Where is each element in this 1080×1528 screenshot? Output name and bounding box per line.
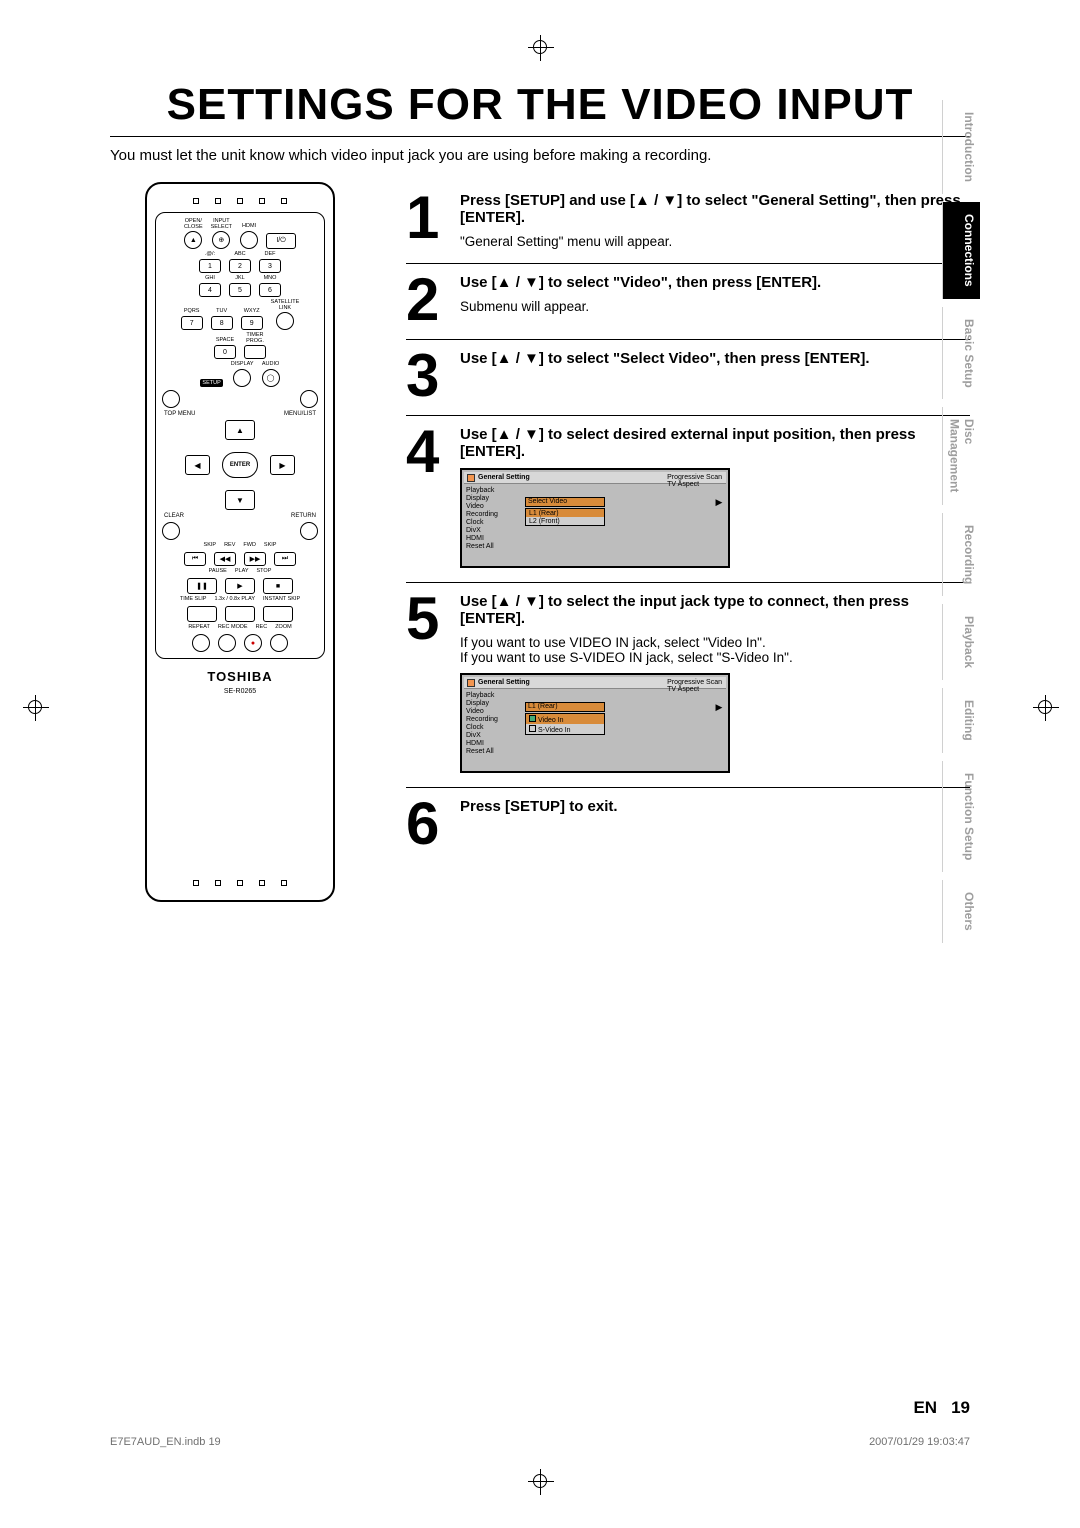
step-4: 4 Use [▲ / ▼] to select desired external… <box>406 416 970 583</box>
step-2: 2 Use [▲ / ▼] to select "Video", then pr… <box>406 264 970 340</box>
step-title: Use [▲ / ▼] to select desired external i… <box>460 426 970 460</box>
sidetab-playback: Playback <box>942 604 980 680</box>
step-number: 5 <box>406 593 450 773</box>
step-text: If you want to use VIDEO IN jack, select… <box>460 635 970 665</box>
step-number: 4 <box>406 426 450 568</box>
osd-diagram: General Setting PlaybackDisplayVideoReco… <box>460 468 730 568</box>
print-footer: E7E7AUD_EN.indb 19 2007/01/29 19:03:47 <box>110 1436 970 1448</box>
sidetab-recording: Recording <box>942 513 980 596</box>
nav-pad: ▲ ▼ ◀ ▶ ENTER <box>185 420 295 510</box>
step-title: Press [SETUP] and use [▲ / ▼] to select … <box>460 192 970 226</box>
sidetab-connections: Connections <box>942 202 980 299</box>
step-5: 5 Use [▲ / ▼] to select the input jack t… <box>406 583 970 788</box>
page-title: SETTINGS FOR THE VIDEO INPUT <box>110 80 970 137</box>
step-number: 2 <box>406 274 450 325</box>
step-6: 6 Press [SETUP] to exit. <box>406 788 970 863</box>
sidetab-introduction: Introduction <box>942 100 980 194</box>
step-title: Use [▲ / ▼] to select the input jack typ… <box>460 593 970 627</box>
brand-logo: TOSHIBA <box>207 669 272 684</box>
step-text: Submenu will appear. <box>460 299 970 314</box>
step-title: Press [SETUP] to exit. <box>460 798 970 815</box>
model-number: SE-R0265 <box>224 688 256 695</box>
sidetab-disc-management: DiscManagement <box>942 407 980 504</box>
step-3: 3 Use [▲ / ▼] to select "Select Video", … <box>406 340 970 416</box>
sidetab-editing: Editing <box>942 688 980 753</box>
step-number: 6 <box>406 798 450 849</box>
sidetab-function-setup: Function Setup <box>942 761 980 872</box>
page-number: EN 19 <box>913 1398 970 1418</box>
step-text: "General Setting" menu will appear. <box>460 234 970 249</box>
osd-diagram: General Setting PlaybackDisplayVideoReco… <box>460 673 730 773</box>
step-title: Use [▲ / ▼] to select "Video", then pres… <box>460 274 970 291</box>
step-number: 1 <box>406 192 450 249</box>
sidetab-basic-setup: Basic Setup <box>942 307 980 400</box>
sidetab-others: Others <box>942 880 980 943</box>
remote-illustration: OPEN/CLOSE▲INPUTSELECT⊕HDMII/⏻ .@/:1ABC2… <box>145 182 335 902</box>
step-1: 1 Press [SETUP] and use [▲ / ▼] to selec… <box>406 182 970 264</box>
step-number: 3 <box>406 350 450 401</box>
intro-text: You must let the unit know which video i… <box>110 147 970 164</box>
step-title: Use [▲ / ▼] to select "Select Video", th… <box>460 350 970 367</box>
